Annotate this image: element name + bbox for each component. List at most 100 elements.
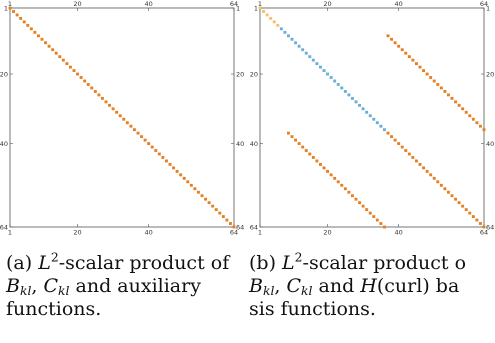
matrix-entry	[164, 159, 168, 163]
tick-label-left: 40	[250, 140, 258, 148]
matrix-entry	[379, 124, 383, 128]
tick-label-right: 64	[486, 223, 494, 231]
matrix-entry	[122, 117, 126, 121]
matrix-entry	[397, 142, 401, 145]
matrix-entry	[368, 114, 372, 118]
tick-label-bottom: 64	[230, 229, 238, 236]
matrix-entry	[450, 96, 454, 100]
tick-label-bottom: 20	[323, 229, 331, 236]
matrix-entry	[26, 23, 30, 27]
matrix-entry	[83, 79, 87, 83]
matrix-entry	[301, 48, 305, 52]
matrix-entry	[326, 169, 330, 173]
matrix-entry	[286, 131, 290, 135]
matrix-entry	[33, 30, 37, 34]
matrix-entry	[294, 41, 298, 45]
matrix-entry	[283, 30, 287, 34]
matrix-entry	[475, 121, 479, 125]
matrix-entry	[90, 86, 94, 90]
tick-label-bottom: 1	[8, 229, 12, 236]
matrix-entry	[322, 69, 326, 72]
matrix-entry	[204, 197, 208, 201]
matrix-entry	[182, 176, 186, 180]
matrix-entry	[429, 173, 433, 177]
matrix-entry	[200, 194, 204, 198]
matrix-entry	[414, 159, 418, 163]
matrix-entry	[454, 100, 458, 104]
matrix-entry	[140, 135, 144, 139]
matrix-entry	[354, 100, 358, 104]
matrix-entry	[454, 197, 458, 201]
tick-label-right: 40	[236, 140, 244, 148]
matrix-entry	[47, 44, 51, 48]
matrix-entry	[464, 110, 468, 114]
tick-label-left: 20	[0, 70, 8, 78]
matrix-entry	[358, 201, 362, 205]
matrix-entry	[72, 69, 76, 72]
matrix-entry	[196, 190, 200, 194]
tick-label-left: 1	[254, 4, 258, 12]
matrix-entry	[350, 96, 354, 100]
matrix-entry	[214, 208, 218, 212]
matrix-entry	[136, 131, 140, 135]
tick-label-top: 1	[258, 0, 262, 8]
matrix-entry	[386, 131, 390, 135]
matrix-entry	[400, 48, 404, 52]
matrix-entry	[172, 166, 176, 170]
matrix-entry	[175, 169, 179, 173]
matrix-entry	[118, 114, 122, 118]
matrix-entry	[414, 62, 418, 66]
matrix-entry	[228, 222, 232, 225]
matrix-entry	[436, 83, 440, 86]
matrix-entry	[390, 135, 394, 139]
tick-label-right: 40	[486, 140, 494, 148]
matrix-entry	[336, 83, 340, 86]
caption-a-line-2: Bkl, Ckl and auxiliary	[6, 275, 201, 299]
tick-label-bottom: 40	[395, 229, 403, 236]
matrix-entry	[186, 180, 190, 184]
matrix-entry	[93, 90, 97, 93]
matrix-entry	[429, 76, 433, 79]
matrix-entry	[218, 211, 222, 215]
tick-label-top: 40	[145, 0, 153, 8]
matrix-entry	[461, 204, 465, 208]
matrix-entry	[108, 103, 112, 107]
matrix-entry	[225, 218, 229, 222]
matrix-entry	[382, 225, 386, 229]
caption-a-line-1: (a) L2-scalar product of	[6, 250, 230, 274]
matrix-entry	[350, 194, 354, 198]
matrix-entry	[464, 208, 468, 212]
matrix-entry	[354, 197, 358, 201]
matrix-entry	[340, 183, 344, 187]
matrix-entry	[322, 166, 326, 170]
caption-b-line-3: sis functions.	[249, 298, 376, 320]
matrix-entry	[290, 37, 294, 41]
matrix-entry	[393, 138, 397, 142]
matrix-entry	[478, 124, 482, 128]
tick-label-bottom: 1	[258, 229, 262, 236]
matrix-entry	[432, 176, 436, 180]
tick-label-top: 1	[8, 0, 12, 8]
matrix-entry	[404, 51, 408, 55]
matrix-entry	[232, 225, 236, 229]
matrix-entry	[125, 121, 129, 125]
matrix-entry	[329, 173, 333, 177]
plot-frame	[259, 7, 485, 228]
matrix-entry	[400, 145, 404, 149]
matrix-entry	[179, 173, 183, 177]
tick-label-top: 64	[480, 0, 488, 8]
matrix-entry	[189, 183, 193, 187]
tick-label-left: 64	[250, 223, 258, 231]
matrix-entry	[100, 96, 104, 100]
matrix-entry	[304, 149, 308, 152]
matrix-entry	[461, 107, 465, 111]
matrix-entry	[111, 107, 115, 111]
matrix-entry	[482, 128, 486, 132]
matrix-entry	[397, 44, 401, 48]
matrix-entry	[311, 156, 315, 159]
matrix-entry	[207, 201, 211, 205]
tick-label-top: 20	[323, 0, 331, 8]
matrix-entry	[193, 187, 197, 191]
matrix-entry	[404, 149, 408, 152]
matrix-entry	[478, 222, 482, 225]
